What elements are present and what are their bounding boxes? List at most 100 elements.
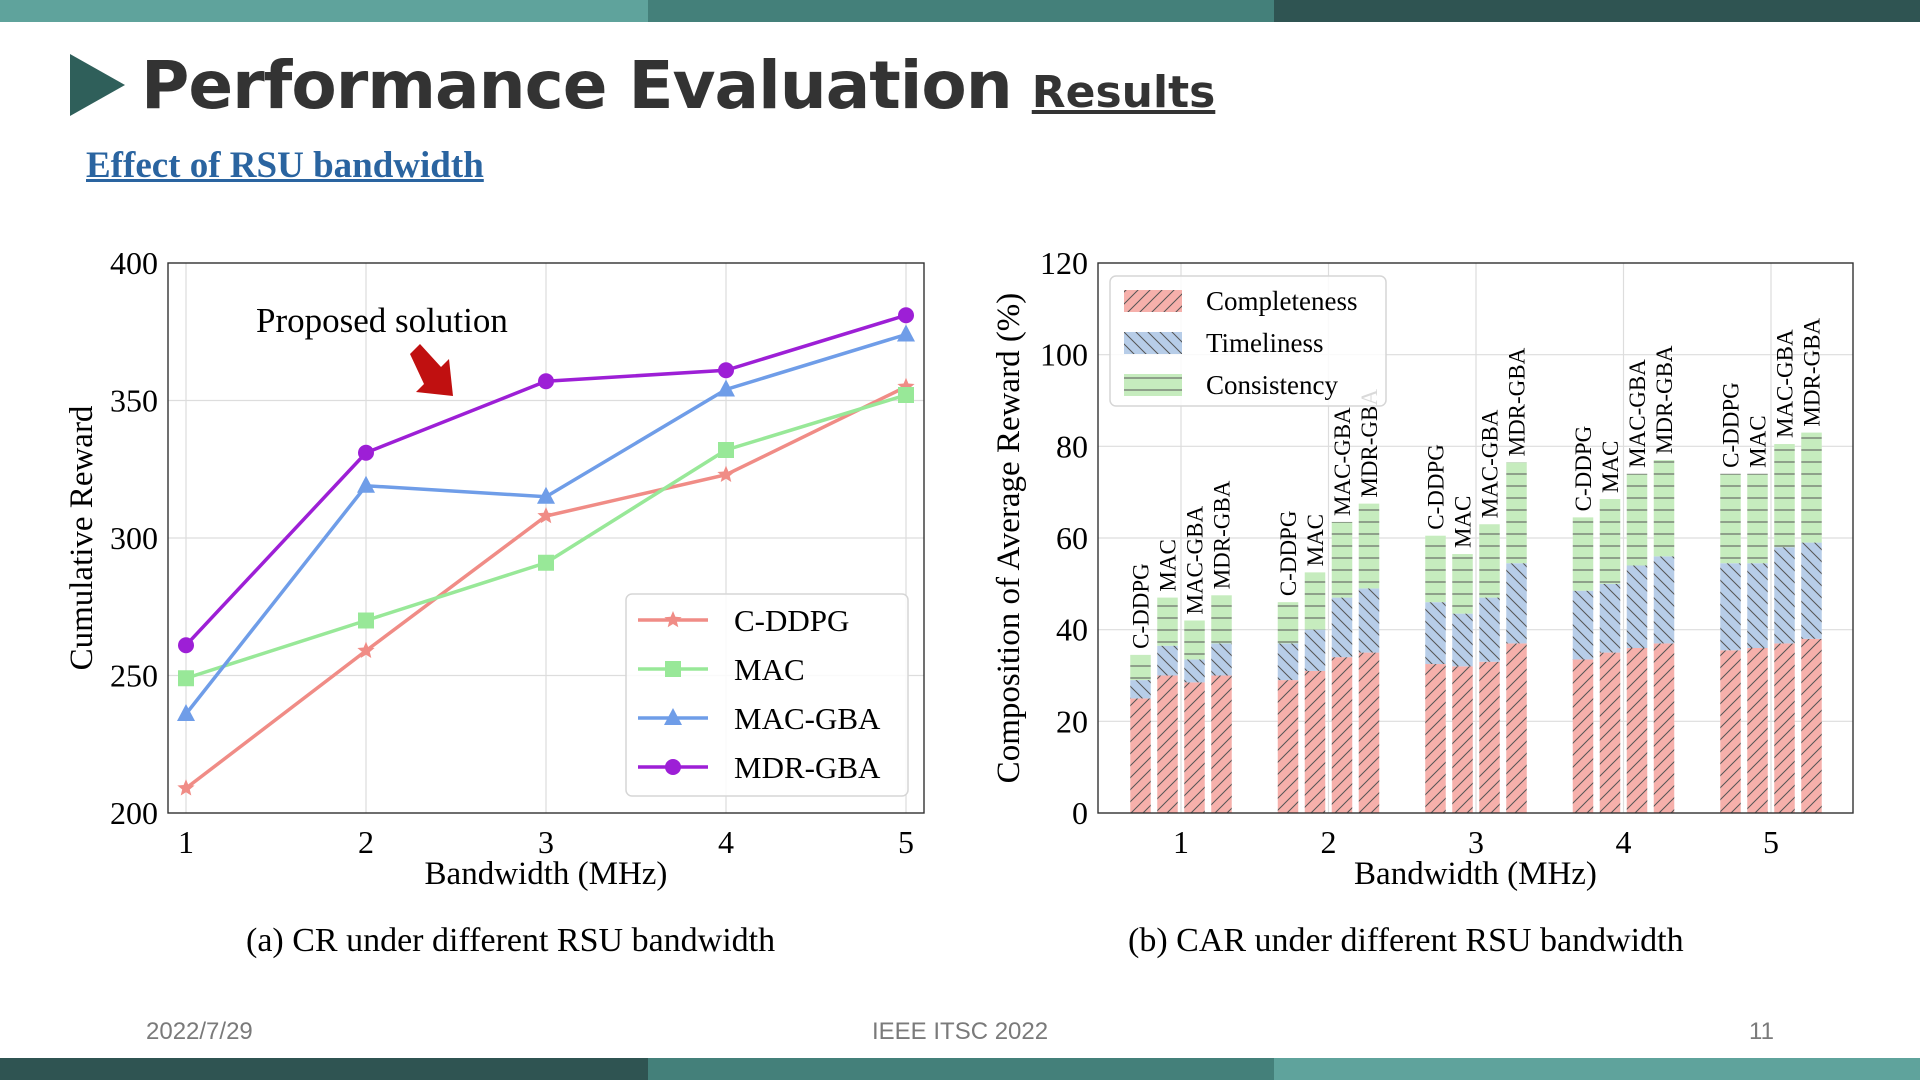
bar-method-label: MDR-GBA [1800,318,1825,427]
bar-segment-completeness [1211,675,1232,813]
bar-segment-completeness [1277,680,1299,813]
legend-swatch [1124,374,1182,396]
y-tick-label: 40 [1056,612,1088,648]
x-tick-label: 5 [1763,824,1779,860]
top-accent-bar [0,0,1920,22]
bar-method-label: MAC-GBA [1183,505,1208,614]
section-subtitle: Effect of RSU bandwidth [86,145,484,186]
bar-segment-consistency [1720,473,1741,564]
bar-segment-completeness [1452,666,1473,813]
bar-segment-completeness [1801,638,1822,813]
bar-segment-completeness [1747,648,1768,813]
bar-segment-timeliness [1358,588,1380,653]
annotation-text: Proposed solution [256,301,508,340]
data-point [357,641,375,658]
legend-swatch [1124,332,1182,354]
bar-segment-consistency [1331,521,1353,598]
data-point [537,507,555,524]
bar-segment-timeliness [1425,602,1446,665]
bar-method-label: MDR-GBA [1652,345,1677,454]
annotation-arrow-icon [410,344,453,396]
bar-segment-timeliness [1304,629,1326,671]
top-bar-segment-mid [648,0,1274,22]
legend-label: MAC [734,652,805,687]
bar-segment-timeliness [1774,547,1795,644]
y-axis-label: Cumulative Reward [64,405,100,670]
bar-segment-consistency [1304,572,1326,630]
page-title-suffix: Results [1031,66,1216,118]
x-axis-label: Bandwidth (MHz) [1354,856,1597,892]
bar-segment-completeness [1479,661,1500,813]
bar-segment-timeliness [1479,597,1500,662]
bar-method-label: MAC [1746,415,1771,467]
top-bar-segment-light [0,0,648,22]
legend-label: Consistency [1206,370,1338,400]
bar-method-label: C-DDPG [1719,382,1744,468]
bar-segment-consistency [1358,503,1380,589]
bar-segment-timeliness [1157,645,1178,676]
plot-frame [1097,262,1854,814]
y-tick-label: 80 [1056,428,1088,464]
x-tick-label: 2 [358,824,374,860]
legend-marker [664,708,682,725]
data-point [538,373,554,390]
y-tick-label: 0 [1072,795,1088,831]
bar-segment-consistency [1506,462,1527,564]
footer-conference: IEEE ITSC 2022 [872,1018,1049,1045]
bar-method-label: MAC-GBA [1625,359,1650,468]
bar-method-label: C-DDPG [1571,426,1596,512]
bar-method-label: C-DDPG [1129,563,1154,649]
bar-segment-completeness [1506,643,1527,813]
x-axis-label: Bandwidth (MHz) [425,856,668,892]
series-mdr-gba [178,307,914,654]
bar-segment-completeness [1157,675,1178,813]
bar-segment-timeliness [1626,565,1648,648]
y-tick-label: 20 [1056,703,1088,739]
data-point [898,387,914,403]
bar-segment-consistency [1653,460,1675,557]
x-tick-label: 2 [1321,824,1337,860]
bar-segment-consistency [1157,597,1178,646]
bar-segment-completeness [1720,650,1741,813]
x-tick-label: 3 [538,824,554,860]
x-tick-label: 1 [1173,824,1189,860]
bar-method-label: C-DDPG [1424,444,1449,530]
data-point [178,670,194,687]
bar-segment-consistency [1747,473,1768,564]
bar-segment-timeliness [1653,556,1675,644]
x-tick-label: 1 [178,824,194,860]
y-tick-label: 250 [110,658,158,694]
x-tick-label: 4 [718,824,734,860]
legend-label: Timeliness [1206,328,1324,358]
bar-method-label: MDR-GBA [1505,347,1530,456]
bar-segment-consistency [1425,535,1446,603]
legend-box [625,593,909,797]
bar-segment-consistency [1572,517,1594,591]
legend-marker [665,759,681,775]
bar-segment-completeness [1599,652,1621,813]
plot-frame [167,262,925,814]
bar-segment-consistency [1277,602,1299,644]
y-tick-label: 300 [110,520,158,556]
bottom-bar-segment-light [1274,1058,1920,1080]
x-tick-label: 3 [1468,824,1484,860]
x-tick-label: 4 [1616,824,1632,860]
y-tick-label: 60 [1056,520,1088,556]
bar-segment-timeliness [1720,563,1741,651]
bar-segment-timeliness [1211,643,1232,676]
bottom-bar-segment-dark [0,1058,648,1080]
bottom-bar-segment-mid [648,1058,1274,1080]
bar-method-label: MAC-GBA [1478,409,1503,518]
bar-segment-timeliness [1184,659,1205,683]
bar-segment-completeness [1572,659,1594,813]
data-point [897,377,915,394]
bar-group-4: C-DDPG MAC MAC-GBA MDR-GBA [1571,345,1677,813]
bar-method-label: MAC-GBA [1330,407,1355,516]
data-point [898,307,914,324]
bar-segment-timeliness [1572,590,1594,660]
y-tick-label: 100 [1040,337,1088,373]
series-c-ddpg [177,377,915,796]
